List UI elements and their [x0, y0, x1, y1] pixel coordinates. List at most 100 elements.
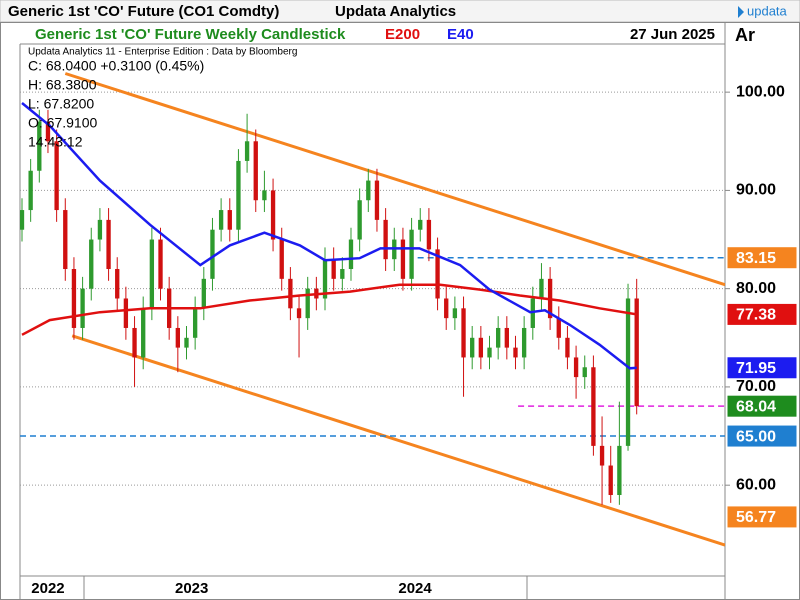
candle-body — [608, 465, 613, 496]
candle-body — [262, 190, 267, 201]
trendline — [64, 72, 725, 287]
plot-area — [20, 72, 725, 547]
candle-body — [236, 160, 241, 230]
candle-body — [218, 210, 224, 230]
price-badge — [726, 505, 798, 529]
candle-body — [97, 219, 103, 240]
candle-body — [37, 121, 42, 171]
candle-body — [340, 269, 345, 279]
candle-body — [418, 219, 423, 230]
candle-body — [348, 239, 354, 270]
candle-body — [253, 141, 258, 201]
candle-body — [115, 269, 120, 299]
candle-body — [374, 180, 380, 220]
legend-entry: E40 — [447, 26, 474, 43]
candle-body — [123, 298, 129, 328]
price-badge-label: 65.00 — [736, 428, 776, 445]
app-name: Updata Analytics — [335, 3, 456, 20]
candle-body — [296, 308, 302, 319]
y-tick-label: 70.00 — [736, 378, 776, 395]
candle-body — [470, 337, 475, 358]
info-low: L: 67.8200 — [28, 96, 94, 112]
candle-body — [444, 298, 449, 319]
candle-body — [565, 337, 570, 358]
candle-body — [496, 327, 501, 348]
candle-body — [478, 337, 484, 358]
trendline — [71, 334, 725, 547]
candle-body — [331, 259, 336, 279]
y-tick-label: 100.00 — [736, 83, 785, 100]
legend-entry: E200 — [385, 26, 420, 43]
candle-body — [452, 308, 458, 319]
date: 27 Jun 2025 — [630, 26, 715, 43]
price-badge — [726, 424, 798, 448]
logo-icon — [738, 6, 744, 18]
info-close: C: 68.0400 +0.3100 (0.45%) — [28, 58, 204, 74]
candle-body — [149, 239, 155, 309]
candle-body — [192, 308, 198, 338]
info-high: H: 68.3800 — [28, 77, 97, 93]
candle-body — [71, 269, 77, 328]
candle-body — [279, 239, 284, 279]
window-title: Generic 1st 'CO' Future (CO1 Comdty) — [8, 3, 279, 20]
price-badge-label: 71.95 — [736, 360, 776, 377]
candle-body — [521, 327, 527, 358]
candle-body — [132, 327, 137, 358]
candle-body — [80, 288, 85, 328]
candle-body — [539, 278, 544, 299]
y-tick-label: 90.00 — [736, 182, 776, 199]
price-badge — [726, 356, 798, 380]
candle-body — [591, 367, 596, 446]
x-tick-label: 2023 — [175, 580, 208, 597]
candle-body — [288, 278, 293, 309]
candle-body — [175, 327, 180, 348]
candle-body — [504, 327, 509, 348]
price-badge-label: 83.15 — [736, 250, 776, 267]
candle-body — [201, 278, 206, 309]
panel-label: Ar — [735, 25, 755, 45]
candle-body — [461, 308, 466, 358]
ema-line — [21, 283, 637, 336]
candle-body — [322, 259, 328, 299]
candle-body — [426, 219, 432, 250]
candle-body — [582, 367, 587, 378]
price-badge — [726, 246, 798, 270]
candle-body — [45, 121, 51, 142]
candle-body — [244, 141, 250, 161]
overlay: Updata Analytics 11 - Enterprise Edition… — [28, 47, 297, 150]
candle-body — [63, 210, 68, 270]
candle-body — [400, 239, 406, 279]
candle-body — [54, 141, 59, 211]
candle-body — [305, 288, 310, 319]
candle-body — [487, 347, 492, 358]
candle-body — [530, 298, 535, 328]
candle-body — [409, 229, 414, 279]
candle-body — [210, 229, 215, 279]
candle-body — [617, 445, 622, 496]
candle-body — [599, 445, 605, 466]
candle-body — [227, 210, 232, 230]
candle-body — [270, 190, 276, 240]
y-tick-label: 80.00 — [736, 280, 776, 297]
candle-body — [20, 210, 25, 230]
price-badge-label: 68.04 — [736, 398, 776, 415]
candle-body — [357, 200, 362, 240]
price-badge-label: 77.38 — [736, 307, 776, 324]
candle-body — [573, 357, 579, 378]
candle-body — [625, 298, 631, 446]
candle-body — [184, 337, 189, 348]
price-badge — [726, 394, 798, 418]
candle-body — [383, 219, 388, 260]
info-source: Updata Analytics 11 - Enterprise Edition… — [28, 47, 297, 58]
x-tick-label: 2024 — [398, 580, 432, 597]
candle-body — [158, 239, 163, 289]
candle-body — [513, 347, 518, 358]
candle-body — [106, 219, 111, 270]
candle-body — [28, 170, 33, 211]
info-time: 14:43:12 — [28, 134, 83, 150]
y-tick-label: 60.00 — [736, 476, 776, 493]
ema-line — [21, 102, 637, 370]
candle-body — [556, 318, 561, 338]
